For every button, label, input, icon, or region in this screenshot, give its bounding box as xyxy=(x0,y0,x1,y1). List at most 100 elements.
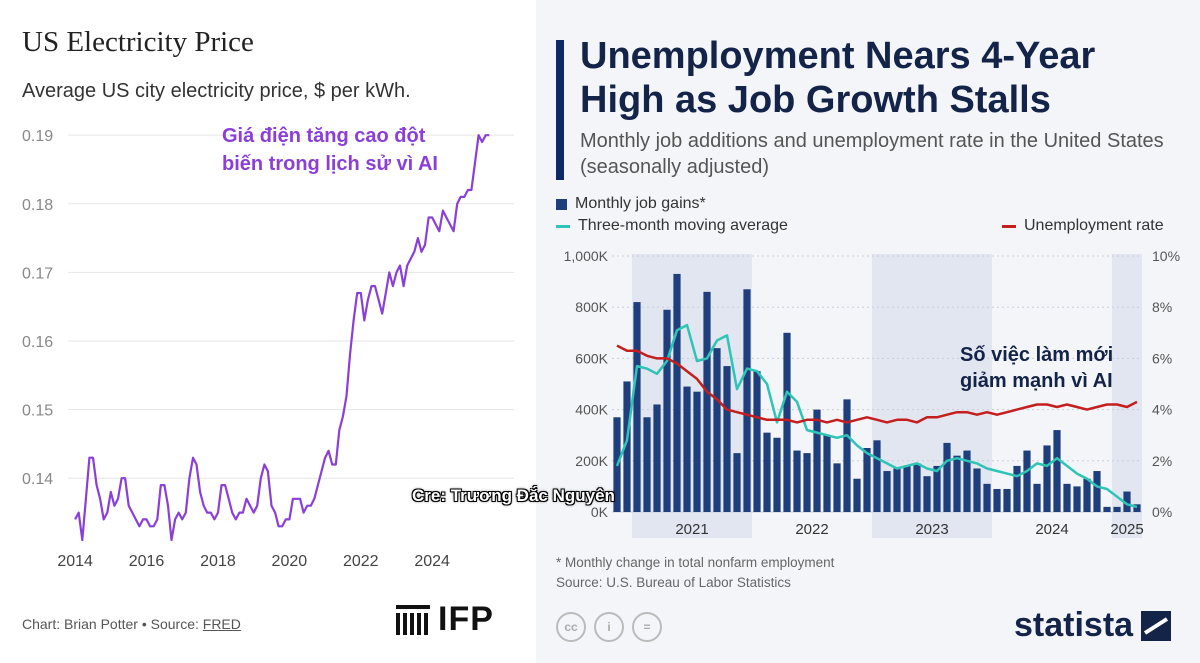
unemployment-chart-title: Unemployment Nears 4-Year High as Job Gr… xyxy=(580,35,1096,121)
jobs-left-tick: 1,000K xyxy=(564,248,609,264)
job-gain-bar xyxy=(693,391,701,512)
unemployment-chart-subtitle: Monthly job additions and unemployment r… xyxy=(580,130,1164,178)
job-gain-bar xyxy=(823,435,831,512)
job-gain-bar xyxy=(723,366,731,512)
job-gain-bar xyxy=(1013,465,1021,512)
jobs-x-tick: 2021 xyxy=(675,521,708,538)
price-y-tick: 0.19 xyxy=(22,128,53,145)
job-gain-bar xyxy=(773,437,781,512)
job-gain-bar xyxy=(783,332,791,512)
moving-average-line xyxy=(615,323,1138,509)
footnote: * Monthly change in total nonfarm employ… xyxy=(556,553,834,593)
job-gain-bar xyxy=(913,463,921,512)
jobs-x-tick: 2022 xyxy=(795,521,828,538)
attribution-icon[interactable]: i xyxy=(594,612,624,642)
job-gain-bar xyxy=(903,465,911,512)
job-gain-bar xyxy=(683,386,691,512)
price-y-tick: 0.18 xyxy=(22,197,53,214)
year-band xyxy=(632,254,752,538)
price-y-tick: 0.15 xyxy=(22,403,53,420)
job-gain-bar xyxy=(623,381,631,512)
job-gain-bar xyxy=(1113,506,1121,512)
jobs-annotation-line-2: giảm mạnh vì AI xyxy=(960,370,1113,392)
job-gain-bar xyxy=(993,488,1001,512)
unemployment-panel: Unemployment Nears 4-Year High as Job Gr… xyxy=(536,0,1200,663)
job-gain-bar xyxy=(893,468,901,512)
job-gain-bar xyxy=(653,404,661,512)
jobs-left-tick: 600K xyxy=(575,350,608,366)
job-gain-bar xyxy=(1093,471,1101,512)
footer-source-link[interactable]: FRED xyxy=(202,616,241,632)
job-gain-bar xyxy=(923,476,931,512)
job-gain-bar xyxy=(673,273,681,512)
jobs-left-tick: 800K xyxy=(575,299,608,315)
job-gain-bar xyxy=(713,348,721,512)
job-gain-bar xyxy=(1053,430,1061,512)
job-gain-bar xyxy=(1023,450,1031,512)
electricity-footer: Chart: Brian Potter • Source: FRED xyxy=(22,616,241,632)
legend-unemployment: Unemployment rate xyxy=(1002,217,1164,235)
jobs-left-tick: 200K xyxy=(575,453,608,469)
job-gain-bar xyxy=(753,371,761,512)
job-gain-bar xyxy=(883,471,891,512)
jobs-right-tick: 4% xyxy=(1152,402,1172,418)
statista-logo-text: statista xyxy=(1014,606,1134,644)
cc-icon[interactable]: cc xyxy=(556,612,586,642)
job-gain-bar xyxy=(793,450,801,512)
electricity-chart-subtitle: Average US city electricity price, $ per… xyxy=(22,80,411,102)
jobs-right-tick: 8% xyxy=(1152,299,1172,315)
price-y-tick: 0.17 xyxy=(22,265,53,282)
jobs-x-tick: 2024 xyxy=(1035,521,1068,538)
job-gain-bar xyxy=(1083,478,1091,512)
job-gain-bar xyxy=(1123,491,1131,512)
job-gain-bar xyxy=(983,483,991,512)
footer-separator: • Source: xyxy=(137,616,203,632)
job-gain-bar xyxy=(1133,504,1141,512)
source-text: Source: U.S. Bureau of Labor Statistics xyxy=(556,575,791,590)
job-gain-bar xyxy=(943,442,951,512)
year-band xyxy=(1112,254,1142,538)
jobs-x-tick: 2023 xyxy=(915,521,948,538)
price-x-tick: 2024 xyxy=(414,553,450,570)
price-annotation-line-1: Giá điện tăng cao đột xyxy=(222,125,426,147)
license-icons: cc i = xyxy=(556,612,662,642)
legend-unemployment-swatch xyxy=(1002,224,1016,228)
no-derivatives-icon[interactable]: = xyxy=(632,612,662,642)
statista-logo: statista xyxy=(1014,606,1172,645)
job-gain-bar xyxy=(733,453,741,512)
price-y-tick: 0.14 xyxy=(22,471,53,488)
price-x-tick: 2014 xyxy=(57,553,93,570)
legend-unemployment-label: Unemployment rate xyxy=(1024,217,1164,234)
job-gain-bar xyxy=(1003,488,1011,512)
job-gain-bar xyxy=(663,309,671,512)
year-band xyxy=(872,254,992,538)
jobs-annotation-line-1: Số việc làm mới xyxy=(960,344,1113,366)
job-gain-bar xyxy=(1033,483,1041,512)
jobs-right-tick: 2% xyxy=(1152,453,1172,469)
electricity-chart-title: US Electricity Price xyxy=(22,26,254,58)
job-gain-bar xyxy=(933,465,941,512)
price-y-tick: 0.16 xyxy=(22,334,53,351)
price-x-tick: 2022 xyxy=(343,553,379,570)
legend-job-gains: Monthly job gains* xyxy=(556,195,706,213)
legend-moving-average-label: Three-month moving average xyxy=(578,217,788,234)
statista-mark-icon xyxy=(1141,610,1172,641)
price-line xyxy=(74,134,490,542)
job-gain-bar xyxy=(853,478,861,512)
job-gain-bar xyxy=(873,440,881,512)
footer-chart-credit: Chart: Brian Potter xyxy=(22,616,138,632)
legend-job-gains-label: Monthly job gains* xyxy=(575,195,706,212)
ifp-mark-icon xyxy=(396,604,430,635)
ifp-logo-text: IFP xyxy=(438,600,494,638)
job-gain-bar xyxy=(833,463,841,512)
unemployment-rate-line xyxy=(616,344,1138,424)
jobs-right-tick: 6% xyxy=(1152,350,1172,366)
job-gain-bar xyxy=(863,448,871,512)
jobs-left-tick: 400K xyxy=(575,402,608,418)
jobs-chart: 0K 200K 400K 600K 800K 1,000K 0% 2% 4% 6% 8% 10% 2… xyxy=(564,248,1180,538)
price-x-tick: 2020 xyxy=(272,553,308,570)
job-gain-bar xyxy=(763,432,771,512)
job-gain-bar xyxy=(973,468,981,512)
title-accent-bar xyxy=(556,40,564,180)
jobs-right-tick: 0% xyxy=(1152,504,1172,520)
